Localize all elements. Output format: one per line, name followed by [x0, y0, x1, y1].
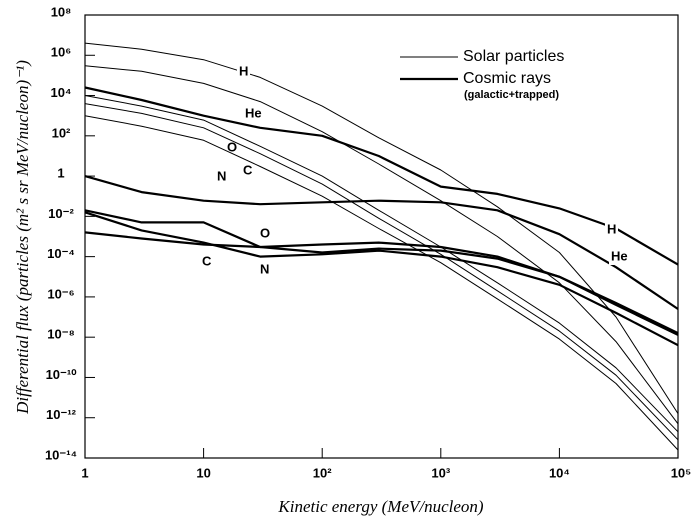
- label-background: [609, 249, 631, 265]
- legend-label: Solar particles: [463, 48, 564, 65]
- series-label: N: [260, 261, 269, 276]
- x-axis-title: Kinetic energy (MeV/nucleon): [277, 497, 484, 516]
- series-line: [84, 175, 679, 310]
- y-tick-label: 10⁻¹²: [46, 407, 77, 422]
- y-tick-label: 10²: [52, 125, 71, 140]
- y-tick-label: 10⁻⁶: [47, 286, 74, 301]
- label-background: [243, 106, 265, 122]
- series-line: [84, 209, 679, 335]
- label-background: [258, 226, 271, 242]
- x-tick-label: 10³: [431, 465, 450, 480]
- x-tick-label: 10²: [313, 465, 332, 480]
- series-label: H: [239, 63, 248, 78]
- y-tick-label: 10⁻¹⁴: [45, 447, 77, 462]
- legend-subtitle: (galactic+trapped): [464, 89, 559, 101]
- x-tick-label: 10⁴: [549, 465, 570, 480]
- x-tick-label: 10⁵: [671, 465, 692, 480]
- series-label: N: [217, 168, 226, 183]
- series-line: [84, 42, 679, 414]
- series-label: C: [243, 162, 253, 177]
- series-label: O: [227, 139, 237, 154]
- series-label: He: [611, 248, 628, 263]
- series-label: He: [245, 105, 262, 120]
- series-line: [84, 103, 679, 441]
- series-line: [84, 211, 679, 347]
- y-tick-label: 10⁻²: [48, 206, 74, 221]
- label-background: [215, 169, 228, 185]
- label-background: [605, 222, 618, 238]
- x-tick-label: 10: [196, 465, 210, 480]
- plot-frame: [84, 14, 679, 459]
- series-label: H: [607, 221, 616, 236]
- label-background: [200, 254, 213, 270]
- y-tick-label: 10⁻⁸: [47, 327, 74, 342]
- series-label: O: [260, 225, 270, 240]
- series-line: [84, 65, 679, 425]
- label-background: [237, 64, 250, 80]
- y-tick-label: 10⁸: [51, 4, 72, 19]
- y-tick-label: 10⁴: [51, 85, 72, 100]
- x-tick-label: 1: [81, 465, 88, 480]
- series-line: [84, 95, 679, 433]
- y-tick-label: 10⁶: [51, 45, 71, 60]
- series-line: [84, 231, 679, 336]
- y-tick-label: 1: [57, 166, 64, 181]
- series-line: [84, 115, 679, 451]
- label-background: [241, 163, 254, 179]
- y-tick-label: 10⁻⁴: [47, 246, 75, 261]
- legend-label: Cosmic rays: [463, 70, 551, 87]
- series-line: [84, 86, 679, 266]
- label-background: [258, 262, 271, 278]
- series-label: C: [202, 253, 212, 268]
- y-axis-title: Differential flux (particles (m² s sr Me…: [13, 60, 32, 415]
- y-tick-label: 10⁻¹⁰: [46, 367, 78, 382]
